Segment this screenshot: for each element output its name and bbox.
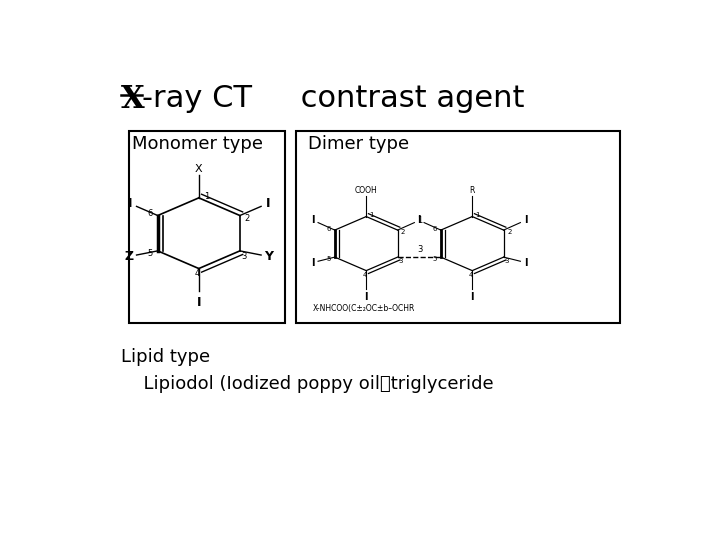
Text: I: I [197,295,201,308]
Text: 5: 5 [433,256,437,262]
Text: 1: 1 [476,212,480,218]
Text: 2: 2 [245,213,250,222]
Text: 4: 4 [194,269,199,279]
Text: Lipid type: Lipid type [121,348,210,366]
Text: I: I [266,198,270,211]
Text: Lipiodol (Iodized poppy oil）triglyceride: Lipiodol (Iodized poppy oil）triglyceride [132,375,493,393]
Text: 2: 2 [507,229,511,235]
Text: Dimer type: Dimer type [307,136,409,153]
Text: 6: 6 [147,210,153,218]
Text: X-NHCOO(C±₂OC±b–OCHR: X-NHCOO(C±₂OC±b–OCHR [313,303,415,313]
Text: I: I [127,198,132,211]
Text: 1: 1 [418,215,423,225]
Text: 6: 6 [326,226,331,232]
Text: 5: 5 [148,249,153,258]
Text: 3: 3 [399,258,403,264]
Text: X: X [195,164,202,174]
Text: I: I [417,215,420,225]
Text: I: I [524,215,528,225]
Text: I: I [364,292,368,302]
Text: 3: 3 [242,252,247,261]
Text: Y: Y [264,250,274,263]
Text: I: I [311,258,314,268]
Text: 3: 3 [505,258,509,264]
Text: 1: 1 [204,192,210,201]
Text: 5: 5 [326,256,331,262]
Text: I: I [470,292,474,302]
Text: Z: Z [124,250,133,263]
Text: 6: 6 [433,226,437,232]
Text: 1: 1 [369,212,374,218]
Text: COOH: COOH [355,186,377,194]
Text: I: I [524,258,528,268]
Text: Monomer type: Monomer type [132,136,263,153]
Bar [297,131,620,322]
Bar [129,131,285,322]
Text: I: I [311,215,314,225]
Text: 2: 2 [401,229,405,235]
Text: X: X [121,84,145,114]
Text: R: R [469,186,475,194]
Text: -ray CT     contrast agent: -ray CT contrast agent [142,84,524,112]
Text: 4: 4 [469,272,473,278]
Text: 4: 4 [363,272,367,278]
Text: 3: 3 [418,245,423,254]
